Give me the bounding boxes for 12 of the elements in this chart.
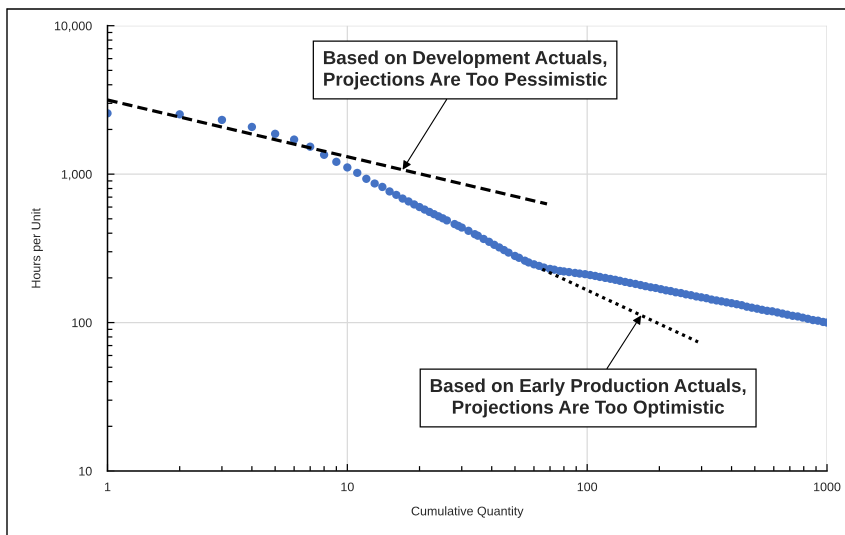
x-tick-label: 1000 <box>814 482 840 492</box>
y-tick-label: 100 <box>72 318 92 328</box>
annotation: Based on Early Production Actuals, Projections Are Too Optimistic <box>430 378 746 418</box>
annotation: Based on Development Actuals, Projections Are Too Pessimistic <box>324 50 607 90</box>
y-tick-label: 10,000 <box>54 22 92 32</box>
y-axis-title: Hours per Unit <box>31 208 43 288</box>
x-tick-label: 10 <box>341 482 354 492</box>
x-axis-title: Cumulative Quantity <box>412 506 524 518</box>
x-tick-label: 1 <box>104 482 110 492</box>
y-tick-label: 10 <box>79 466 92 476</box>
y-tick-label: 1,000 <box>62 170 92 180</box>
x-tick-label: 100 <box>578 482 598 492</box>
